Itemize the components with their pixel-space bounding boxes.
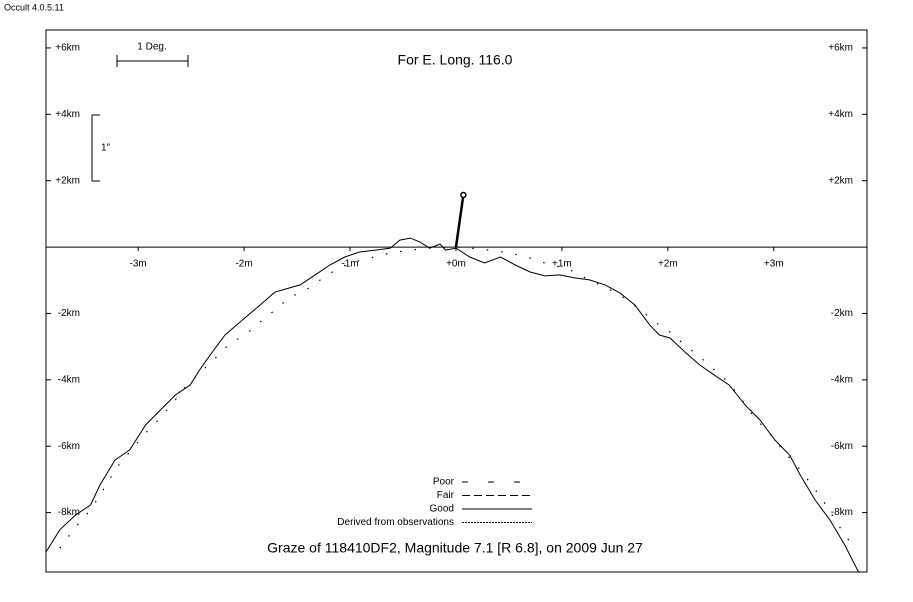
legend-label: Derived from observations <box>337 517 454 528</box>
limb-profile <box>45 237 859 573</box>
x-tick-label: +0m <box>446 259 466 270</box>
plot-frame <box>45 29 868 573</box>
y-tick-label: +4km <box>55 109 80 120</box>
y-tick-label: -4km <box>58 374 80 385</box>
limb-profile <box>59 246 855 549</box>
y-tick-label-right: -2km <box>831 308 853 319</box>
arcsec-scale-label: 1" <box>101 143 111 154</box>
x-tick-label: +1m <box>552 259 572 270</box>
star-path <box>454 194 465 248</box>
chart-title: For E. Long. 116.0 <box>398 52 513 68</box>
degree-scale-label: 1 Deg. <box>137 42 166 53</box>
legend-label: Good <box>430 504 454 515</box>
y-tick-label: -8km <box>58 507 80 518</box>
y-tick-label: +2km <box>55 175 80 186</box>
y-tick-label: -2km <box>58 308 80 319</box>
y-tick-label-right: -8km <box>831 507 853 518</box>
legend-label: Poor <box>433 477 455 488</box>
x-tick-label: +2m <box>658 259 678 270</box>
y-tick-label-right: -4km <box>831 374 853 385</box>
y-tick-label: -6km <box>58 441 80 452</box>
y-tick-label-right: +4km <box>828 109 853 120</box>
star-marker <box>460 191 467 199</box>
y-tick-label: +6km <box>55 43 80 54</box>
app-label: Occult 4.0.5.11 <box>4 2 64 12</box>
y-tick-label-right: +6km <box>828 43 853 54</box>
y-tick-label-right: +2km <box>828 175 853 186</box>
x-tick-label: -3m <box>130 259 147 270</box>
x-tick-label: +3m <box>764 259 784 270</box>
legend-label: Fair <box>437 490 455 501</box>
x-tick-label: -1m <box>341 259 358 270</box>
chart-subtitle: Graze of 118410DF2, Magnitude 7.1 [R 6.8… <box>267 540 643 556</box>
x-tick-label: -2m <box>235 259 252 270</box>
y-tick-label-right: -6km <box>831 441 853 452</box>
